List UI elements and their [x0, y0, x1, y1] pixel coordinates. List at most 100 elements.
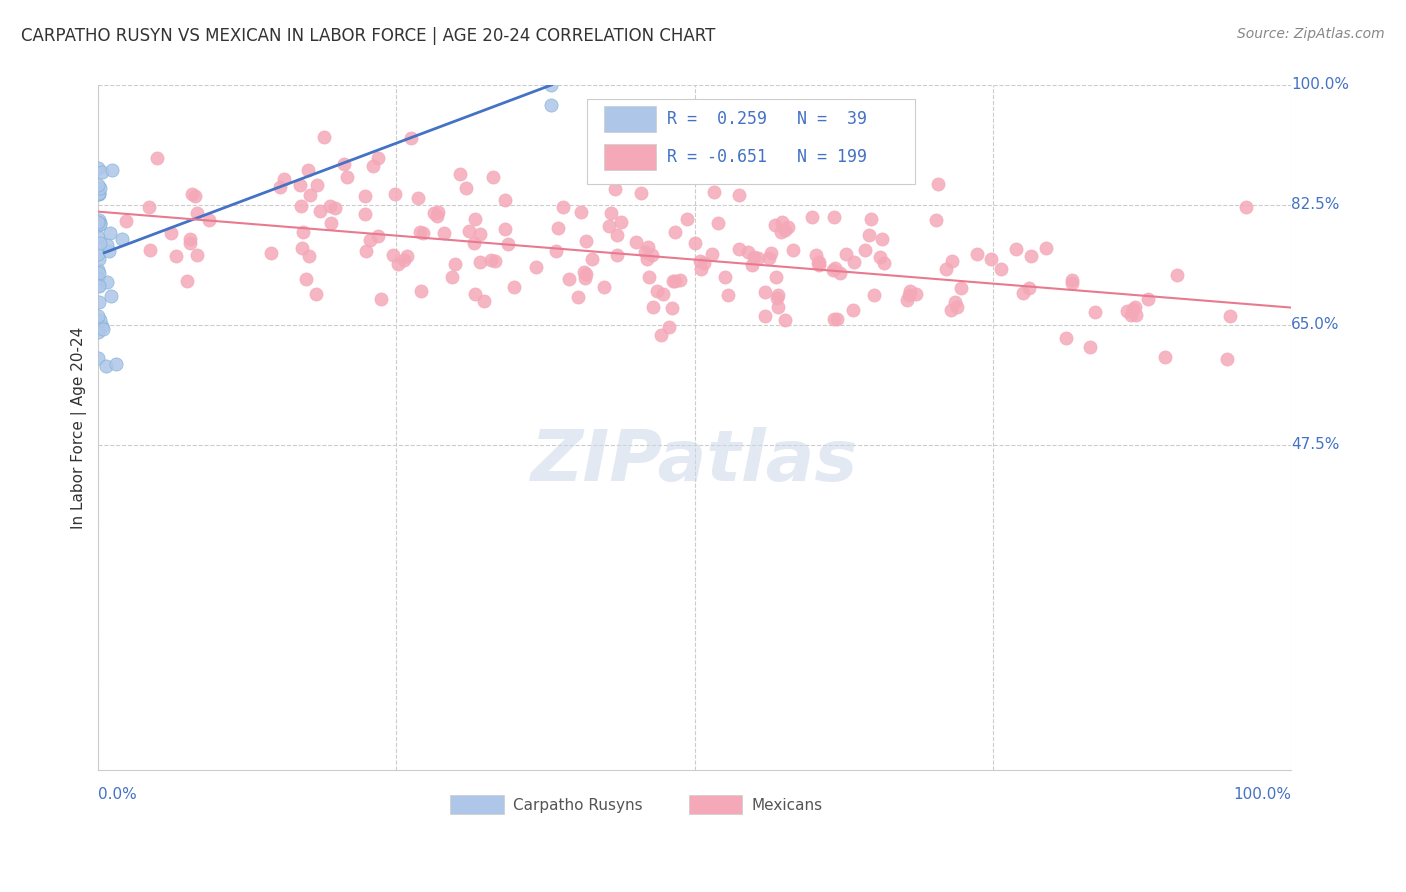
- Point: [1060, 276, 1083, 290]
- Text: 47.5%: 47.5%: [1291, 437, 1339, 452]
- Point: [765, 269, 787, 284]
- Point: [89, 235, 111, 250]
- Point: [387, 257, 409, 271]
- Point: [569, 205, 592, 219]
- Point: [859, 212, 882, 227]
- Point: [808, 258, 831, 272]
- Point: [657, 319, 679, 334]
- Point: [449, 167, 471, 181]
- Text: Source: ZipAtlas.com: Source: ZipAtlas.com: [1237, 27, 1385, 41]
- Point: [312, 130, 335, 145]
- Point: [728, 242, 751, 256]
- Point: [139, 243, 162, 257]
- Point: [737, 244, 759, 259]
- Point: [782, 243, 804, 257]
- Point: [115, 213, 138, 227]
- Point: [381, 248, 404, 262]
- Point: [332, 157, 354, 171]
- Point: [842, 303, 865, 318]
- Point: [1078, 340, 1101, 354]
- Point: [464, 287, 486, 301]
- Point: [305, 178, 328, 193]
- Point: [105, 358, 128, 372]
- Point: [479, 252, 502, 267]
- Point: [858, 227, 880, 242]
- Point: [197, 212, 219, 227]
- Point: [1062, 273, 1084, 287]
- Point: [759, 246, 782, 260]
- Point: [409, 225, 432, 239]
- Point: [87, 178, 110, 193]
- Point: [823, 211, 845, 225]
- Point: [853, 244, 876, 258]
- Point: [1035, 242, 1057, 256]
- Point: [700, 246, 723, 260]
- Text: 0.0%: 0.0%: [98, 787, 138, 802]
- Point: [392, 252, 415, 267]
- Point: [925, 212, 948, 227]
- Point: [624, 235, 647, 249]
- Point: [463, 236, 485, 251]
- Point: [89, 294, 111, 309]
- Point: [553, 200, 575, 214]
- Point: [683, 236, 706, 251]
- Point: [484, 254, 506, 268]
- Point: [299, 188, 322, 202]
- Point: [950, 281, 973, 295]
- Point: [1084, 305, 1107, 319]
- Point: [898, 288, 921, 302]
- Point: [444, 257, 467, 271]
- Point: [179, 231, 201, 245]
- Point: [766, 291, 789, 305]
- Point: [319, 199, 342, 213]
- Point: [1125, 308, 1147, 322]
- Point: [524, 260, 547, 275]
- Point: [367, 152, 389, 166]
- Point: [650, 328, 672, 343]
- Point: [89, 312, 111, 326]
- Y-axis label: In Labor Force | Age 20-24: In Labor Force | Age 20-24: [72, 326, 87, 529]
- Point: [630, 186, 652, 200]
- Point: [945, 294, 967, 309]
- Text: 82.5%: 82.5%: [1291, 197, 1339, 212]
- Point: [87, 187, 110, 202]
- Point: [87, 278, 110, 293]
- Point: [87, 218, 110, 232]
- Point: [468, 254, 491, 268]
- Point: [98, 244, 121, 258]
- Point: [776, 220, 799, 235]
- Point: [599, 159, 621, 173]
- Point: [980, 252, 1002, 266]
- Point: [305, 286, 328, 301]
- Point: [636, 252, 658, 267]
- Point: [598, 219, 620, 234]
- Point: [773, 223, 796, 237]
- Point: [89, 216, 111, 230]
- Point: [87, 270, 110, 285]
- Point: [361, 159, 384, 173]
- Point: [295, 271, 318, 285]
- Point: [464, 211, 486, 226]
- Point: [87, 213, 110, 227]
- Point: [546, 244, 568, 258]
- Point: [669, 273, 692, 287]
- Point: [494, 193, 516, 207]
- Point: [336, 169, 359, 184]
- Text: R =  0.259   N =  39: R = 0.259 N = 39: [668, 111, 868, 128]
- Point: [547, 220, 569, 235]
- Point: [269, 179, 291, 194]
- Point: [1234, 201, 1257, 215]
- Bar: [450, 796, 503, 814]
- Point: [758, 251, 780, 265]
- Point: [96, 237, 118, 252]
- Point: [747, 252, 769, 266]
- Point: [87, 252, 110, 266]
- Point: [662, 274, 685, 288]
- Point: [101, 162, 124, 177]
- Point: [828, 266, 851, 280]
- Point: [384, 186, 406, 201]
- Point: [159, 227, 181, 241]
- Point: [482, 170, 505, 185]
- Point: [763, 219, 786, 233]
- Point: [395, 249, 418, 263]
